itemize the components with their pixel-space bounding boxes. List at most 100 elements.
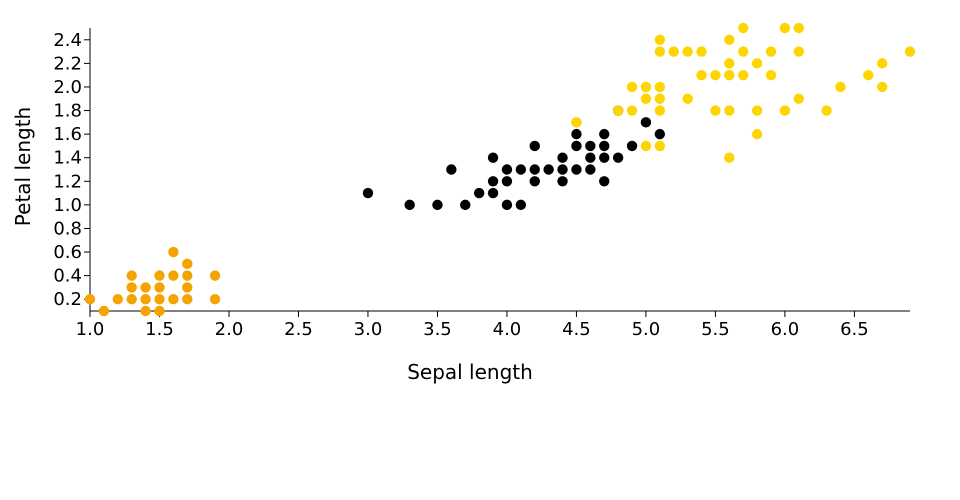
data-point-series-3 <box>654 140 666 152</box>
data-point-series-3 <box>640 140 652 152</box>
data-point-series-3 <box>821 105 832 116</box>
x-tick-label: 5.0 <box>632 319 661 340</box>
y-axis-ticks: 0.20.4 0.6 0.81.0 1.21.4 1.61.8 2.0 2.22.4 <box>53 30 90 310</box>
data-point-series-2 <box>529 164 540 175</box>
data-point-series-2 <box>571 164 582 175</box>
y-axis-title: Petal length <box>11 107 35 226</box>
y-tick-label: 1.0 <box>53 195 82 216</box>
data-point-series-2 <box>571 128 582 140</box>
data-point-series-1 <box>182 282 193 293</box>
data-point-series-3 <box>654 93 666 104</box>
data-point-series-3 <box>654 34 666 45</box>
data-point-series-2 <box>473 187 485 199</box>
x-axis-ticks: 1.0 1.5 2.0 2.5 3.0 3.5 4.0 4.5 5.0 5.5 6.0 6.5 <box>76 311 869 340</box>
data-point-series-3 <box>793 22 805 34</box>
data-point-series-1 <box>98 305 110 317</box>
axes <box>89 28 910 312</box>
data-point-series-3 <box>710 69 721 81</box>
data-point-series-2 <box>432 199 443 211</box>
data-point-series-1 <box>209 294 221 305</box>
data-point-series-2 <box>529 176 540 187</box>
data-point-series-3 <box>779 22 791 34</box>
data-point-series-3 <box>751 58 763 69</box>
data-point-series-3 <box>724 58 735 69</box>
data-point-series-3 <box>724 69 735 81</box>
x-tick-label: 2.0 <box>215 319 244 340</box>
data-point-series-3 <box>654 46 666 57</box>
data-point-series-2 <box>404 199 415 211</box>
data-point-series-2 <box>571 140 582 152</box>
data-point-series-3 <box>738 46 749 57</box>
data-point-series-1 <box>154 270 165 281</box>
data-point-series-2 <box>599 152 610 163</box>
data-point-series-3 <box>710 105 721 116</box>
data-point-series-3 <box>696 46 707 57</box>
x-tick-label: 4.0 <box>493 319 522 340</box>
data-point-series-2 <box>501 176 513 187</box>
data-point-series-2 <box>599 140 610 152</box>
data-point-series-2 <box>460 199 471 211</box>
y-tick-label: 2.4 <box>53 30 82 51</box>
data-point-series-3 <box>612 105 624 116</box>
data-point-series-3 <box>751 128 763 140</box>
data-points <box>84 22 916 317</box>
x-tick-label: 3.0 <box>354 319 383 340</box>
data-point-series-2 <box>585 140 596 152</box>
data-point-series-2 <box>529 140 540 152</box>
data-point-series-1 <box>154 305 165 317</box>
data-point-series-1 <box>168 294 179 305</box>
data-point-series-2 <box>585 152 596 163</box>
data-point-series-3 <box>877 58 888 69</box>
data-point-series-3 <box>738 69 749 81</box>
data-point-series-2 <box>543 164 554 175</box>
data-point-series-2 <box>487 176 499 187</box>
data-point-series-3 <box>835 81 846 93</box>
data-point-series-3 <box>779 105 791 116</box>
data-point-series-1 <box>182 294 193 305</box>
data-point-series-1 <box>154 282 165 293</box>
data-point-series-1 <box>140 282 151 293</box>
y-tick-label: 0.8 <box>53 218 82 239</box>
data-point-series-3 <box>793 93 805 104</box>
data-point-series-3 <box>640 81 652 93</box>
data-point-series-3 <box>626 105 638 116</box>
data-point-series-1 <box>154 294 165 305</box>
data-point-series-3 <box>682 93 693 104</box>
data-point-series-3 <box>654 105 666 116</box>
data-point-series-1 <box>112 294 123 305</box>
data-point-series-2 <box>585 164 596 175</box>
y-tick-label: 2.0 <box>53 77 82 98</box>
data-point-series-2 <box>487 152 499 163</box>
y-tick-label: 1.6 <box>53 124 82 145</box>
data-point-series-3 <box>738 22 749 34</box>
data-point-series-1 <box>126 294 137 305</box>
data-point-series-3 <box>682 46 693 57</box>
y-tick-label: 1.4 <box>53 148 82 169</box>
data-point-series-2 <box>362 187 374 199</box>
data-point-series-2 <box>501 164 513 175</box>
data-point-series-3 <box>904 46 916 57</box>
data-point-series-3 <box>765 69 777 81</box>
data-point-series-3 <box>724 34 735 45</box>
data-point-series-2 <box>599 128 610 140</box>
x-tick-label: 2.5 <box>284 319 313 340</box>
data-point-series-3 <box>696 69 707 81</box>
y-tick-label: 0.2 <box>53 289 82 310</box>
x-tick-label: 4.5 <box>562 319 591 340</box>
x-tick-label: 3.5 <box>423 319 452 340</box>
data-point-series-2 <box>557 176 568 187</box>
data-point-series-3 <box>668 46 679 57</box>
data-point-series-2 <box>557 152 568 163</box>
data-point-series-3 <box>571 117 582 128</box>
data-point-series-2 <box>626 140 638 152</box>
data-point-series-1 <box>84 294 96 305</box>
data-point-series-1 <box>168 246 179 258</box>
data-point-series-2 <box>599 176 610 187</box>
x-tick-label: 6.5 <box>840 319 869 340</box>
y-tick-label: 1.2 <box>53 171 82 192</box>
data-point-series-1 <box>182 258 193 270</box>
x-axis-title: Sepal length <box>407 360 533 384</box>
data-point-series-1 <box>209 270 221 281</box>
